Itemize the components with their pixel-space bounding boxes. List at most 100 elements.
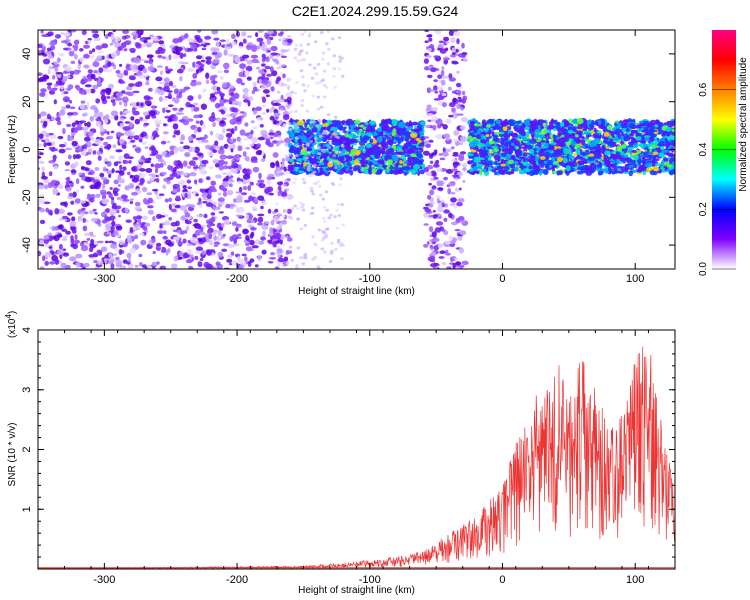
heatmap-cell	[430, 170, 437, 177]
heatmap-cell	[425, 55, 432, 58]
heatmap-cell	[51, 179, 57, 185]
heatmap-cell	[139, 177, 145, 184]
heatmap-cell	[193, 218, 198, 223]
heatmap-cell	[115, 92, 123, 98]
heatmap-cell	[71, 122, 76, 128]
heatmap-cell	[85, 219, 89, 223]
heatmap-cell	[482, 127, 490, 131]
heatmap-cell	[452, 97, 457, 103]
heatmap-cell	[38, 72, 43, 76]
heatmap-cell	[129, 200, 134, 205]
heatmap-cell	[266, 176, 273, 181]
heatmap-cell	[635, 136, 643, 141]
heatmap-cell	[451, 159, 458, 162]
heatmap-cell	[216, 41, 220, 47]
heatmap-cell	[356, 127, 362, 130]
heatmap-cell	[243, 92, 249, 97]
heatmap-cell	[215, 261, 221, 266]
heatmap-cell	[243, 138, 248, 141]
heatmap-cell	[110, 225, 115, 231]
heatmap-cell	[107, 61, 112, 68]
heatmap-cell	[168, 197, 173, 203]
heatmap-cell	[448, 181, 456, 187]
heatmap-cell	[147, 103, 151, 107]
heatmap-cell	[451, 61, 459, 65]
heatmap-cell	[442, 124, 448, 130]
heatmap-cell	[267, 142, 274, 148]
heatmap-cell	[350, 138, 357, 143]
heatmap-cell	[147, 264, 152, 269]
heatmap-cell	[144, 100, 149, 105]
heatmap-cell	[124, 131, 132, 136]
heatmap-cell	[377, 163, 381, 168]
heatmap-cell	[118, 240, 125, 246]
heatmap-cell	[135, 147, 142, 154]
heatmap-cell	[284, 137, 291, 144]
heatmap-cell	[429, 89, 436, 92]
heatmap-cell	[53, 99, 57, 105]
heatmap-cell	[212, 206, 216, 211]
heatmap-cell	[110, 62, 115, 67]
heatmap-cell	[459, 230, 467, 236]
heatmap-cell	[110, 33, 115, 41]
heatmap-cell	[369, 120, 376, 126]
heatmap-cell	[431, 152, 437, 156]
heatmap-cell	[127, 91, 134, 97]
heatmap-cell	[72, 44, 79, 49]
heatmap-cell	[83, 53, 90, 59]
heatmap-cell	[617, 170, 625, 174]
heatmap-cell	[159, 162, 164, 168]
heatmap-cell	[85, 160, 92, 166]
heatmap-cell	[438, 243, 443, 249]
heatmap-cell	[50, 39, 58, 46]
heatmap-cell	[261, 224, 269, 230]
heatmap-cell	[127, 171, 131, 176]
heatmap-cell	[228, 144, 236, 149]
heatmap-cell	[155, 76, 163, 82]
heatmap-cell	[63, 32, 71, 37]
heatmap-cell	[110, 130, 115, 134]
heatmap-cell	[212, 79, 216, 86]
heatmap-cell	[260, 85, 268, 89]
heatmap-cell	[245, 213, 249, 220]
heatmap-cell	[443, 217, 448, 222]
heatmap-cell	[173, 255, 179, 262]
heatmap-cell	[177, 229, 182, 233]
heatmap-cell	[428, 203, 434, 208]
heatmap-cell	[286, 178, 291, 181]
heatmap-cell	[38, 155, 42, 159]
heatmap-cell	[43, 184, 49, 190]
heatmap-cell	[139, 168, 146, 172]
heatmap-cell	[272, 241, 277, 248]
heatmap-cell	[114, 114, 119, 121]
heatmap-cell	[244, 132, 250, 137]
heatmap-cell	[82, 217, 86, 223]
heatmap-cell	[186, 249, 193, 255]
heatmap-cell	[248, 195, 254, 202]
heatmap-cell	[139, 116, 144, 121]
heatmap-cell	[114, 97, 123, 101]
heatmap-cell	[191, 204, 195, 209]
heatmap-cell	[122, 160, 129, 164]
heatmap-cell	[322, 119, 328, 123]
heatmap-cell	[143, 39, 148, 44]
heatmap-cell	[607, 140, 614, 147]
heatmap-cell	[282, 99, 290, 103]
heatmap-cell	[167, 176, 174, 181]
heatmap-cell	[326, 119, 334, 125]
heatmap-cell	[237, 180, 242, 184]
heatmap-cell	[227, 254, 233, 258]
heatmap-cell	[452, 174, 460, 178]
heatmap-cell	[95, 118, 101, 122]
heatmap-cell	[233, 138, 237, 142]
heatmap-cell	[199, 258, 204, 261]
heatmap-cell	[349, 166, 353, 170]
heatmap-cell	[95, 45, 103, 50]
heatmap-cell	[444, 148, 452, 153]
heatmap-cell	[322, 160, 329, 163]
heatmap-cell	[415, 137, 421, 142]
heatmap-cell	[584, 167, 590, 172]
heatmap-cell	[249, 239, 255, 246]
heatmap-cell	[201, 249, 205, 256]
heatmap-cell	[433, 238, 440, 242]
